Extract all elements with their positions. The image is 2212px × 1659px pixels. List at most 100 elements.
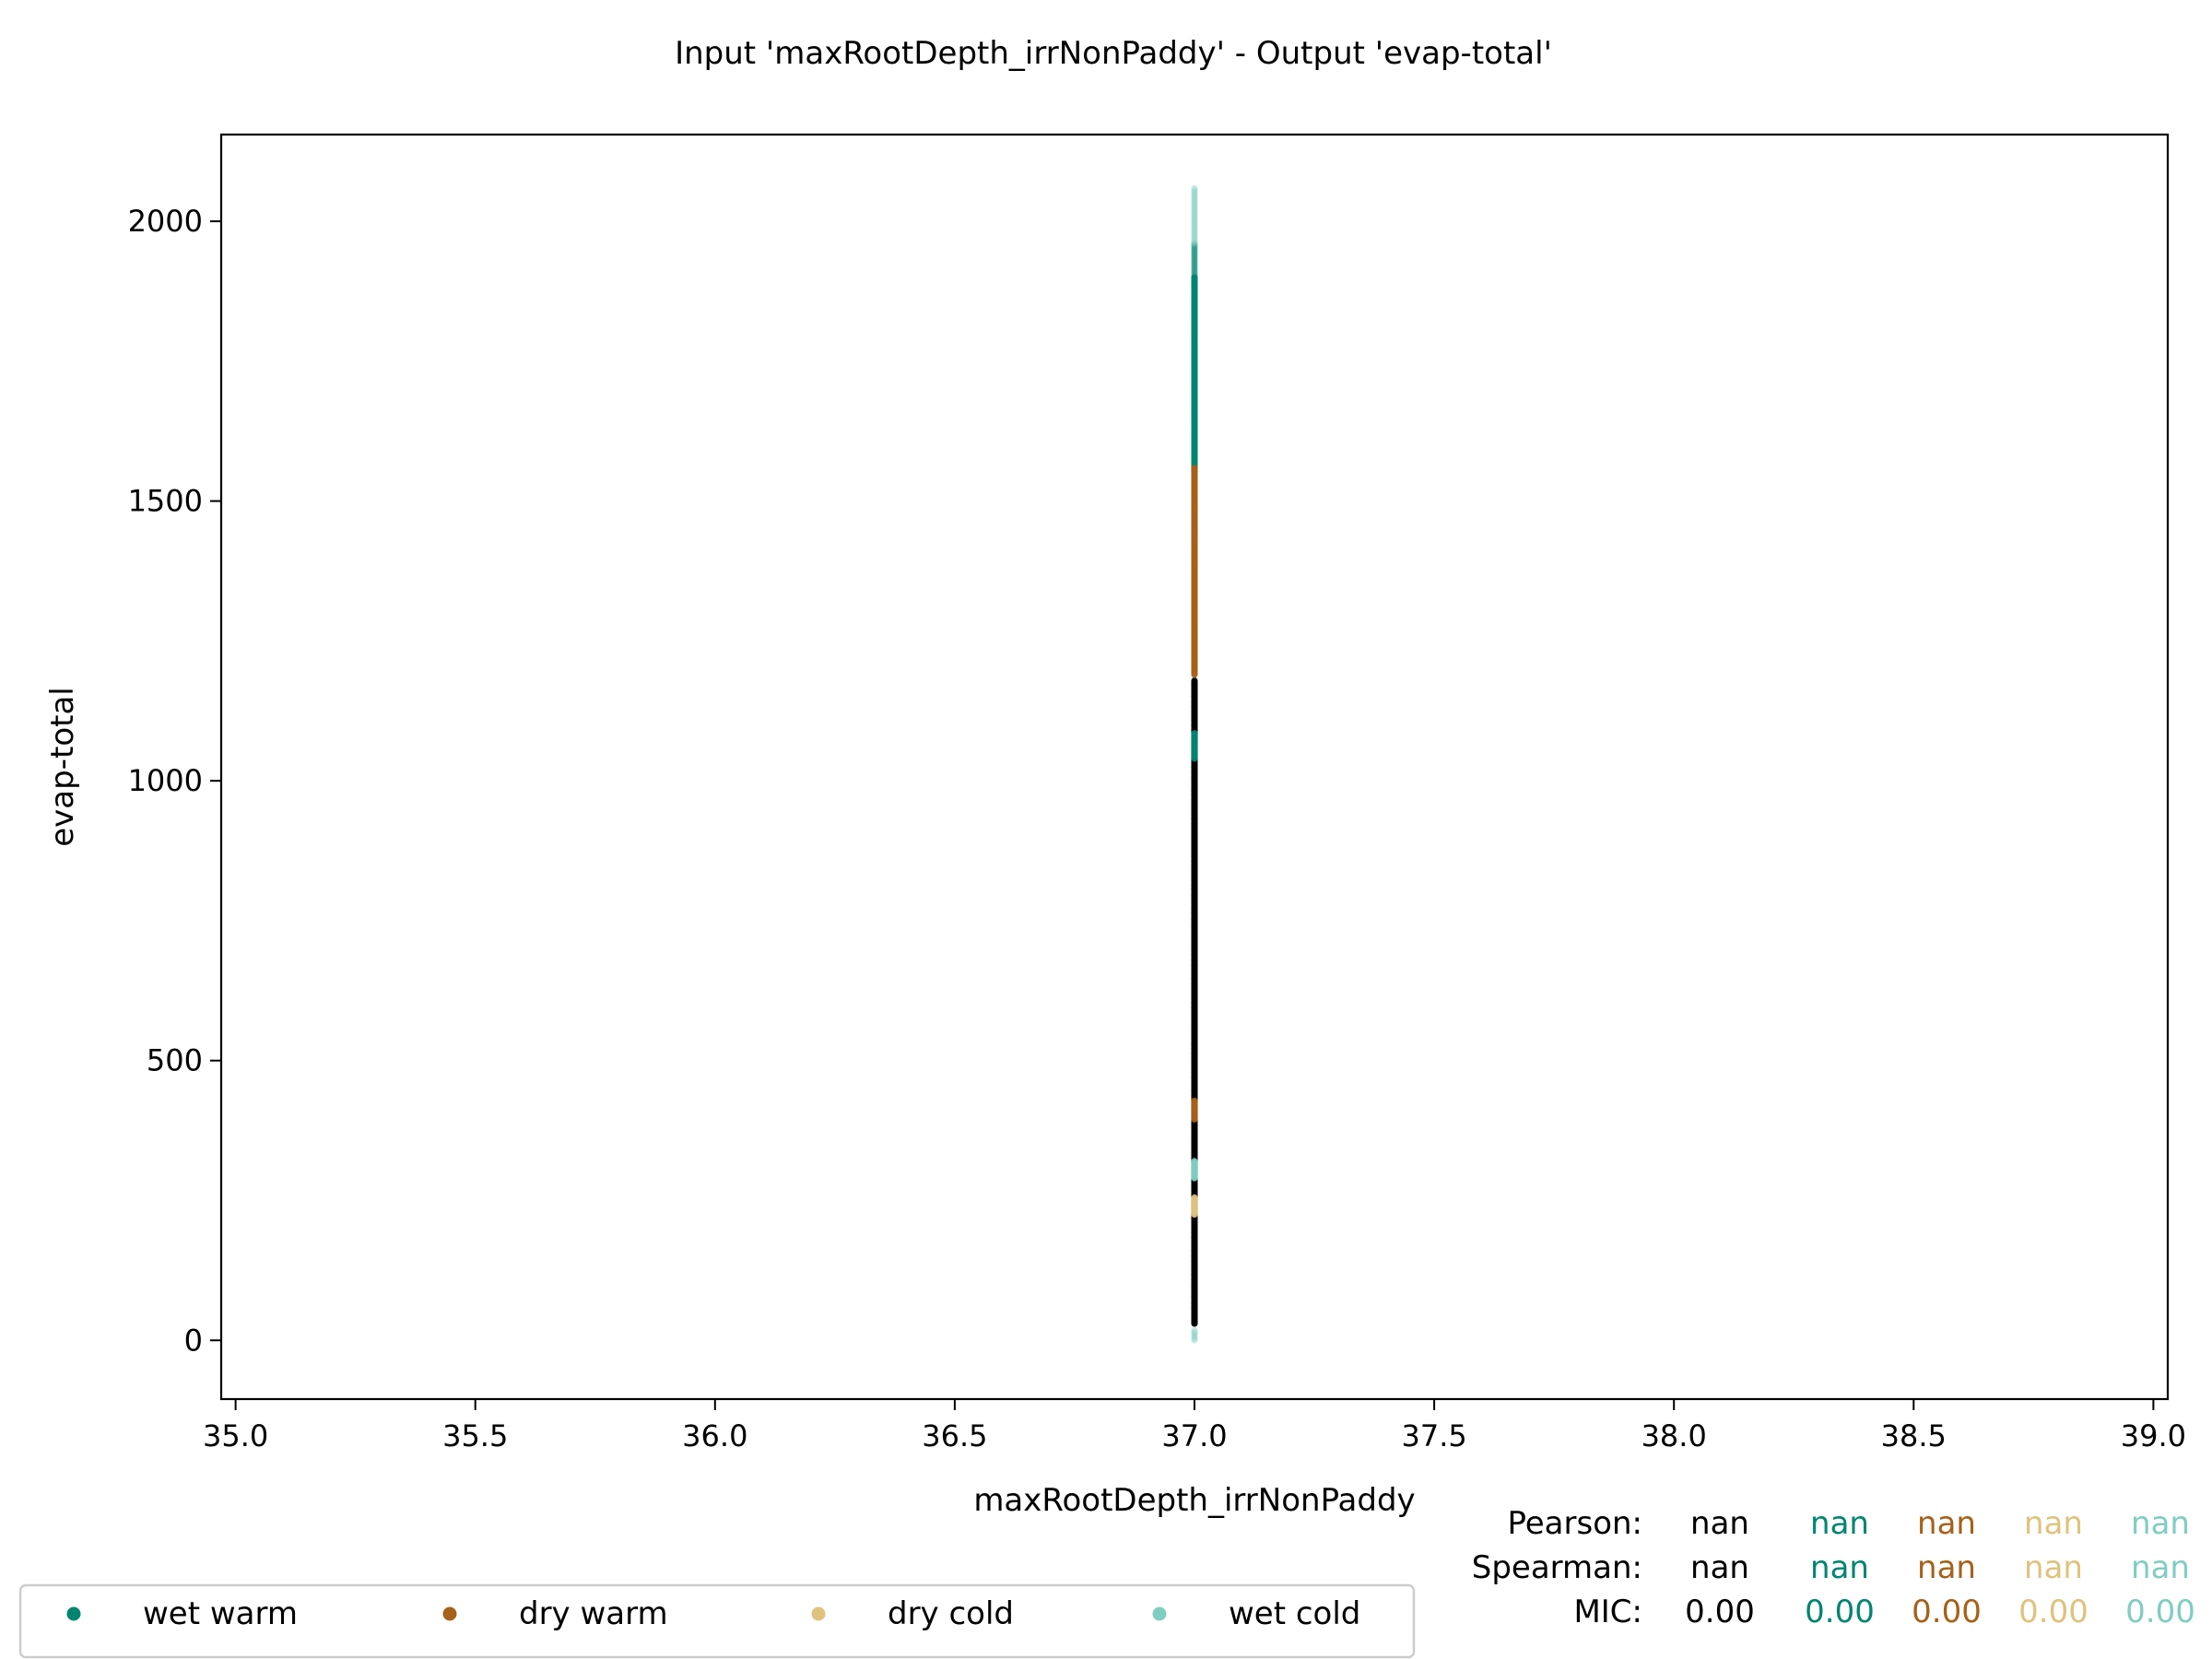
x-tick-label: 37.0 (1161, 1418, 1227, 1453)
data-point-all (1191, 677, 1198, 685)
legend: wet warm dry warm dry cold wet cold (18, 1583, 1416, 1659)
data-point-wet-cold (1191, 201, 1198, 209)
x-tick-label: 36.5 (922, 1418, 987, 1453)
stat-value: nan (1917, 1549, 1976, 1586)
data-point-wet-cold (1191, 221, 1198, 229)
legend-label: wet cold (1229, 1595, 1360, 1632)
stat-value: nan (1917, 1505, 1976, 1542)
legend-marker (66, 1606, 81, 1621)
legend-label: wet warm (143, 1595, 298, 1632)
data-point-wet-warm (1191, 247, 1198, 254)
data-point-wet-cold (1191, 1330, 1198, 1337)
data-point-wet-cold (1191, 1336, 1198, 1344)
data-point-wet-cold (1191, 231, 1198, 239)
legend-frame (18, 1583, 1416, 1659)
data-point-wet-warm (1191, 252, 1198, 259)
data-point-wet-cold (1191, 191, 1198, 199)
stat-label: Pearson: (1507, 1505, 1642, 1542)
data-point-wet-cold (1191, 238, 1198, 246)
stat-value: nan (2131, 1505, 2190, 1542)
stat-value: 0.00 (1805, 1594, 1875, 1630)
stat-value: nan (2024, 1549, 2083, 1586)
data-point-wet-cold (1191, 203, 1198, 210)
stat-value: 0.00 (1685, 1594, 1755, 1630)
data-point-wet-cold (1191, 200, 1198, 207)
stat-value: nan (1810, 1505, 1869, 1542)
data-point-wet-warm (1191, 241, 1198, 249)
stat-value: nan (2024, 1505, 2083, 1542)
data-point-wet-cold (1191, 237, 1198, 244)
data-point-wet-cold (1191, 229, 1198, 236)
y-tick-label: 500 (147, 1043, 203, 1078)
data-point-wet-cold (1191, 196, 1198, 204)
legend-marker (811, 1606, 826, 1621)
stat-value: nan (1690, 1505, 1749, 1542)
legend-marker (1152, 1606, 1167, 1621)
data-point-wet-warm (1191, 240, 1198, 247)
data-point-wet-warm (1191, 256, 1198, 265)
chart-title: Input 'maxRootDepth_irrNonPaddy' - Outpu… (675, 35, 1552, 72)
y-axis: 0 500 1000 1500 2000 (128, 204, 221, 1358)
data-point-wet-cold (1191, 1326, 1198, 1334)
data-point-wet-cold (1191, 1332, 1198, 1339)
data-point-wet-cold (1191, 1158, 1198, 1165)
data-point-wet-cold (1191, 198, 1198, 206)
data-point-wet-cold (1191, 209, 1198, 218)
data-point-wet-cold (1191, 227, 1198, 234)
stat-value: 0.00 (2018, 1594, 2088, 1630)
correlation-stats: Pearson: nan nan nan nan nan Spearman: nan nan na… (1472, 1505, 2195, 1630)
data-point-wet-warm (1191, 253, 1198, 261)
data-point-wet-cold (1191, 215, 1198, 222)
data-point-wet-cold (1191, 194, 1198, 202)
data-point-dry-cold (1191, 1194, 1198, 1202)
data-point-wet-cold (1191, 1335, 1198, 1343)
stat-value: nan (1690, 1549, 1749, 1586)
y-tick-label: 0 (184, 1323, 203, 1358)
data-point-wet-warm (1191, 266, 1198, 275)
data-point-wet-cold (1191, 205, 1198, 212)
stat-value: nan (2131, 1549, 2190, 1586)
x-axis: 35.0 35.5 36.0 36.5 37.0 37.5 38.0 38.5 39.0 (203, 1399, 2186, 1453)
y-tick-label: 2000 (128, 204, 203, 239)
data-point-dry-warm (1191, 465, 1198, 472)
x-tick-label: 36.0 (682, 1418, 747, 1453)
stat-value: nan (1810, 1549, 1869, 1586)
data-point-wet-cold (1191, 218, 1198, 226)
data-point-wet-warm (1191, 250, 1198, 257)
data-point-wet-warm (1191, 243, 1198, 251)
y-tick-label: 1500 (128, 484, 203, 519)
data-point-wet-cold (1191, 233, 1198, 241)
data-point-wet-cold (1191, 213, 1198, 220)
data-point-wet-cold (1191, 1334, 1198, 1341)
x-tick-label: 39.0 (2121, 1418, 2186, 1453)
data-point-wet-cold (1191, 240, 1198, 247)
data-point-wet-warm (1191, 262, 1198, 269)
y-axis-label: evap-total (44, 687, 81, 846)
data-point-wet-warm (1191, 248, 1198, 256)
data-point-wet-cold (1191, 225, 1198, 232)
stat-label: Spearman: (1472, 1549, 1642, 1586)
legend-marker (442, 1606, 457, 1621)
data-point-wet-warm (1191, 264, 1198, 271)
data-point-wet-warm (1191, 258, 1198, 266)
data-point-dry-warm (1191, 1097, 1198, 1105)
data-point-wet-warm (1191, 255, 1198, 263)
data-point-wet-warm (1191, 274, 1198, 281)
data-point-wet-warm (1191, 268, 1198, 276)
data-point-wet-warm (1191, 260, 1198, 267)
legend-label: dry cold (888, 1595, 1014, 1632)
stat-value: 0.00 (1912, 1594, 1982, 1630)
data-point-wet-cold (1191, 1328, 1198, 1335)
data-point-wet-cold (1191, 235, 1198, 242)
points-layer (1191, 184, 1198, 1344)
data-point-wet-warm (1191, 270, 1198, 277)
data-point-wet-cold (1191, 186, 1198, 194)
data-point-wet-warm (1191, 265, 1198, 273)
y-tick-label: 1000 (128, 763, 203, 798)
x-tick-label: 38.0 (1641, 1418, 1707, 1453)
data-point-wet-cold (1191, 193, 1198, 200)
data-point-wet-cold (1191, 206, 1198, 214)
data-point-wet-cold (1191, 223, 1198, 230)
data-point-wet-cold (1191, 229, 1198, 238)
